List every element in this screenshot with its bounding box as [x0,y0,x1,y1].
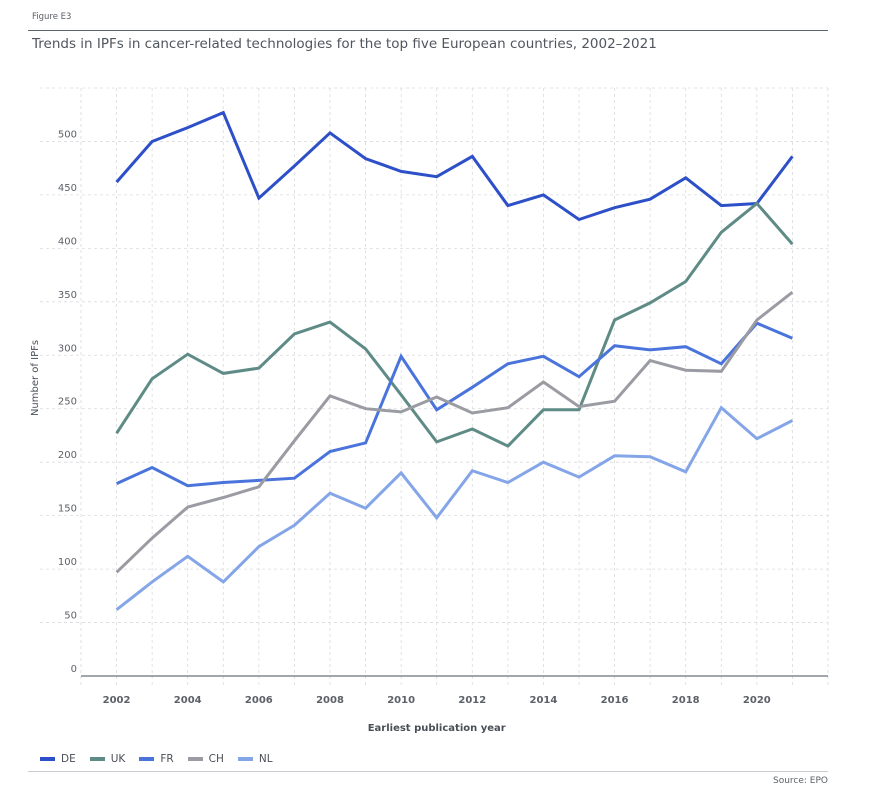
y-tick-label: 450 [58,183,77,194]
x-tick-label: 2010 [387,695,415,706]
legend-swatch [187,757,203,761]
x-tick-label: 2008 [316,695,344,706]
legend-item-uk: UK [89,753,126,765]
figure-label: Figure E3 [32,12,72,22]
series-line-nl [115,405,794,611]
x-tick-label: 2004 [174,695,202,706]
x-tick-label: 2012 [458,695,486,706]
y-tick-label: 350 [58,290,77,301]
legend-label: DE [61,753,76,765]
legend-swatch [237,757,253,761]
y-tick-label: 500 [58,129,77,140]
y-tick-label: 400 [58,236,77,247]
series-line-de [115,110,794,222]
legend-label: NL [258,753,273,765]
legend-label: FR [160,753,174,765]
y-tick-label: 50 [64,611,77,622]
legend-item-de: DE [40,753,76,765]
bottom-rule [28,771,828,772]
legend-item-ch: CH [187,753,224,765]
x-axis-label: Earliest publication year [368,723,506,734]
x-tick-label: 2014 [530,695,558,706]
x-axis-ticks: 2002 2004 2006 2008 2010 2012 2014 2016 2018 2020 [103,695,771,706]
legend-swatch [139,757,155,761]
y-tick-label: 250 [58,397,77,408]
legend-swatch [40,757,55,761]
legend-item-fr: FR [139,753,174,765]
source-note: Source: EPO [772,776,828,786]
y-tick-label: 300 [58,343,77,354]
series-line-fr [115,321,793,488]
x-tick-label: 2002 [103,695,131,706]
legend: DE UK FR CH NL [40,753,273,765]
legend-item-nl: NL [237,753,273,765]
series-line-ch [115,291,794,574]
y-axis-label: Number of IPFs [30,340,41,416]
y-axis-ticks: 0 50 100 150 200 250 300 350 400 450 500 [58,129,77,675]
series-lines [115,110,794,611]
grid [40,87,829,688]
legend-label: CH [208,753,224,765]
series-line-uk [115,201,794,448]
legend-label: UK [110,753,126,765]
y-tick-label: 0 [71,664,77,675]
chart-title: Trends in IPFs in cancer-related technol… [32,36,657,52]
top-rule [28,30,828,31]
x-tick-label: 2006 [245,695,273,706]
y-tick-label: 150 [58,504,77,515]
y-tick-label: 200 [58,450,77,461]
y-tick-label: 100 [58,557,77,568]
x-tick-label: 2020 [743,695,771,706]
x-tick-label: 2016 [601,695,629,706]
legend-swatch [89,757,105,761]
x-tick-label: 2018 [672,695,700,706]
